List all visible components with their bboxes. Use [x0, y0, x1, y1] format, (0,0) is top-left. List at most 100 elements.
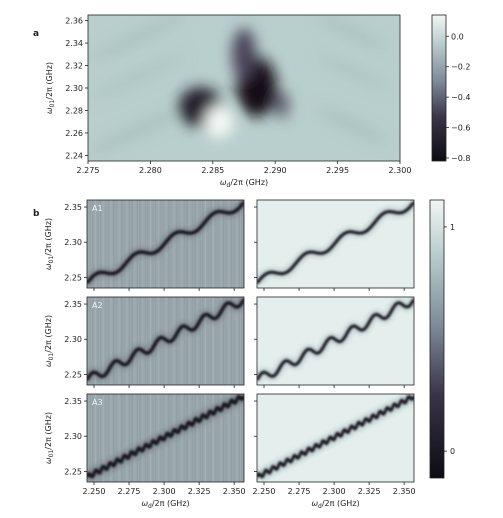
panel-a-band [88, 52, 188, 101]
measured-stripe [123, 297, 125, 385]
colorbar-b [429, 199, 445, 479]
measured-stripe [228, 394, 230, 482]
panel-a-feature [205, 105, 234, 138]
colorbar-a-ticks: 0.0 −0.2 −0.4 −0.6 −0.8 [446, 32, 470, 163]
measured-stripe [183, 394, 186, 482]
colorbar-a-tick-label: −0.6 [451, 124, 470, 133]
measured-stripe [233, 200, 235, 288]
measured-stripe [186, 200, 188, 288]
x-tick-label-b: 2.275 [118, 487, 141, 496]
y-tick-label-a: 2.26 [65, 129, 83, 138]
measured-stripe [149, 200, 151, 288]
measured-stripe [149, 297, 151, 385]
measured-stripe [131, 297, 133, 385]
row-label: A1 [92, 204, 103, 213]
panel-a-band [316, 15, 389, 51]
measured-stripe [144, 394, 146, 482]
measured-stripe [191, 394, 193, 482]
y-tick-label-a: 2.24 [65, 151, 83, 160]
measured-stripe [121, 297, 123, 385]
measured-stripe [220, 394, 222, 482]
measured-stripe [212, 394, 214, 482]
measured-stripe [87, 394, 89, 482]
measured-stripe [94, 394, 97, 482]
measured-stripe [225, 297, 227, 385]
measured-stripe [121, 394, 123, 482]
measured-stripe [223, 394, 225, 482]
row-label: A2 [92, 301, 103, 310]
y-tick-label-b: 2.25 [64, 273, 82, 282]
y-axis-label-a: ω01/2π (GHz) [45, 62, 56, 114]
measured-stripe [92, 297, 94, 385]
measured-stripe [238, 394, 240, 482]
panel-b-frame [256, 199, 415, 289]
measured-stripe [196, 200, 199, 288]
measured-stripe [215, 394, 217, 482]
measured-stripe [178, 297, 180, 385]
measured-stripe [238, 297, 240, 385]
measured-stripe [175, 200, 178, 288]
colorbar-a-tick-label: 0.0 [451, 32, 464, 41]
measured-stripe [191, 297, 193, 385]
measured-stripe [207, 394, 209, 482]
measured-stripe [100, 200, 102, 288]
measured-stripe [204, 297, 206, 385]
measured-stripe [102, 394, 104, 482]
measured-stripe [97, 200, 99, 288]
measured-stripe [191, 200, 193, 288]
measured-stripe [230, 297, 233, 385]
measured-stripe [207, 297, 209, 385]
measured-stripe [126, 200, 128, 288]
panel-a-band [88, 106, 188, 155]
measured-stripe [178, 394, 180, 482]
measured-stripe [144, 297, 146, 385]
y-tick-label-a: 2.32 [65, 62, 83, 71]
measured-stripe [236, 297, 238, 385]
measured-resonance-line [87, 200, 244, 285]
measured-stripe [220, 297, 222, 385]
x-tick-label-a: 2.275 [77, 166, 100, 175]
measured-stripe [97, 297, 99, 385]
measured-stripe [115, 297, 117, 385]
y-tick-label-b: 2.35 [64, 397, 82, 406]
measured-stripe [186, 297, 188, 385]
measured-stripe [181, 394, 183, 482]
measured-stripe [105, 394, 107, 482]
colorbar-a [431, 14, 447, 162]
measured-stripe [225, 394, 227, 482]
colorbar-a-tick-label: −0.4 [451, 93, 470, 102]
colorbar-b-tick-label: 0 [450, 447, 455, 456]
measured-stripe [238, 200, 240, 288]
measured-stripe [196, 297, 199, 385]
y-tick-label-b: 2.35 [64, 300, 82, 309]
measured-stripe [181, 297, 183, 385]
panel-a-feature [273, 90, 290, 119]
y-axis-label-b: ω01/2π (GHz) [44, 218, 55, 270]
measured-stripe [189, 297, 191, 385]
measured-stripe [89, 200, 91, 288]
y-tick-label-b: 2.30 [64, 238, 82, 247]
measured-stripe [147, 200, 149, 288]
x-tick-label-b: 2.325 [358, 487, 381, 496]
panel-a-band [88, 15, 188, 62]
x-tick-label-b: 2.250 [83, 487, 106, 496]
measured-stripe [105, 200, 107, 288]
simulated-resonance-line [257, 298, 414, 381]
measured-stripe [183, 297, 186, 385]
measured-stripe [123, 200, 125, 288]
measured-stripe [186, 394, 188, 482]
y-tick-label-a: 2.30 [65, 84, 83, 93]
measured-stripe [217, 200, 220, 288]
measured-stripe [181, 200, 183, 288]
measured-stripe [94, 200, 97, 288]
measured-stripe [147, 394, 149, 482]
measured-stripe [189, 200, 191, 288]
measured-stripe [241, 297, 243, 385]
colorbar-b-tick-label: 1 [450, 223, 455, 232]
measured-stripe [228, 200, 230, 288]
measured-stripe [194, 200, 196, 288]
y-tick-label-b: 2.30 [64, 432, 82, 441]
panel-b-frame [256, 296, 415, 386]
panel-a-band [316, 107, 389, 144]
